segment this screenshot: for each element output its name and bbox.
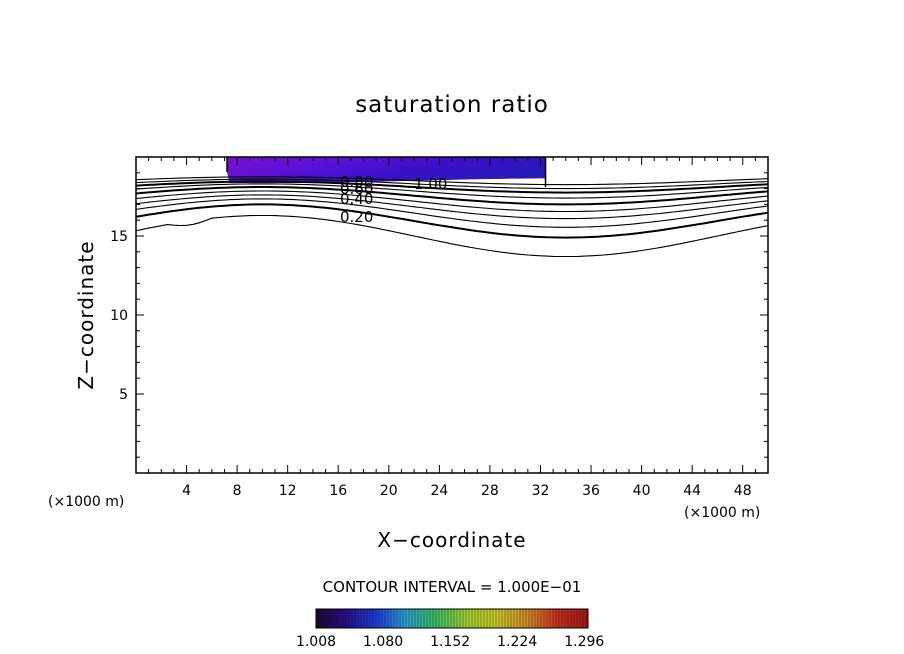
- contour-lines: [135, 176, 769, 258]
- contour-line: [135, 178, 769, 190]
- y-tick-label: 5: [119, 387, 128, 403]
- contour-interval-label: CONTOUR INTERVAL = 1.000E−01: [323, 578, 582, 596]
- chart-title: saturation ratio: [355, 92, 549, 118]
- contour-line: [135, 203, 769, 239]
- contour-line: [135, 198, 769, 228]
- x-tick-label: 32: [532, 483, 550, 499]
- contour-line: [135, 176, 769, 186]
- x-tick-label: 4: [182, 483, 191, 499]
- contour-label: 0.60: [340, 180, 373, 198]
- colorbar-tick-label: 1.152: [430, 634, 470, 650]
- x-tick-label: 48: [734, 483, 752, 499]
- x-unit-label-left: (×1000 m): [48, 494, 124, 510]
- contour-label: 0.40: [340, 190, 373, 208]
- x-tick-label: 12: [279, 483, 297, 499]
- contour-label: 0.20: [340, 208, 373, 226]
- x-unit-label-right: (×1000 m): [684, 505, 760, 521]
- contour-label: 1.00: [414, 175, 447, 193]
- x-tick-label: 40: [633, 483, 651, 499]
- x-tick-label: 16: [329, 483, 347, 499]
- contour-line: [135, 180, 769, 194]
- plot-area: [135, 156, 769, 474]
- y-tick-labels: 5 10 15: [110, 229, 128, 403]
- contour-label: 0.80: [340, 173, 373, 191]
- colorbar-tick-label: 1.080: [363, 634, 403, 650]
- colorbar-tick-label: 1.224: [497, 634, 537, 650]
- y-tick-label: 10: [110, 308, 128, 324]
- colorbar-tick-label: 1.008: [296, 634, 336, 650]
- colorbar-tick-label: 1.296: [564, 634, 604, 650]
- y-axis-title: Z−coordinate: [74, 240, 98, 389]
- colorbar-tick-labels: 1.008 1.080 1.152 1.224 1.296: [296, 634, 604, 650]
- contour-line: [135, 186, 769, 206]
- x-tick-label: 8: [233, 483, 242, 499]
- y-tick-label: 15: [110, 229, 128, 245]
- contour-line: [135, 183, 769, 199]
- contour-line: [135, 190, 769, 213]
- x-tick-labels: 4 8 12 16 20 24 28 32 36 40 44 48: [182, 483, 752, 499]
- x-axis-title: X−coordinate: [377, 528, 526, 552]
- axis-ticks: [136, 157, 768, 473]
- colorbar: [315, 608, 589, 629]
- contour-line: [135, 194, 769, 220]
- x-tick-label: 36: [582, 483, 600, 499]
- x-tick-label: 44: [683, 483, 701, 499]
- x-tick-label: 28: [481, 483, 499, 499]
- contour-line: [135, 214, 769, 258]
- x-tick-label: 24: [430, 483, 448, 499]
- x-tick-label: 20: [380, 483, 398, 499]
